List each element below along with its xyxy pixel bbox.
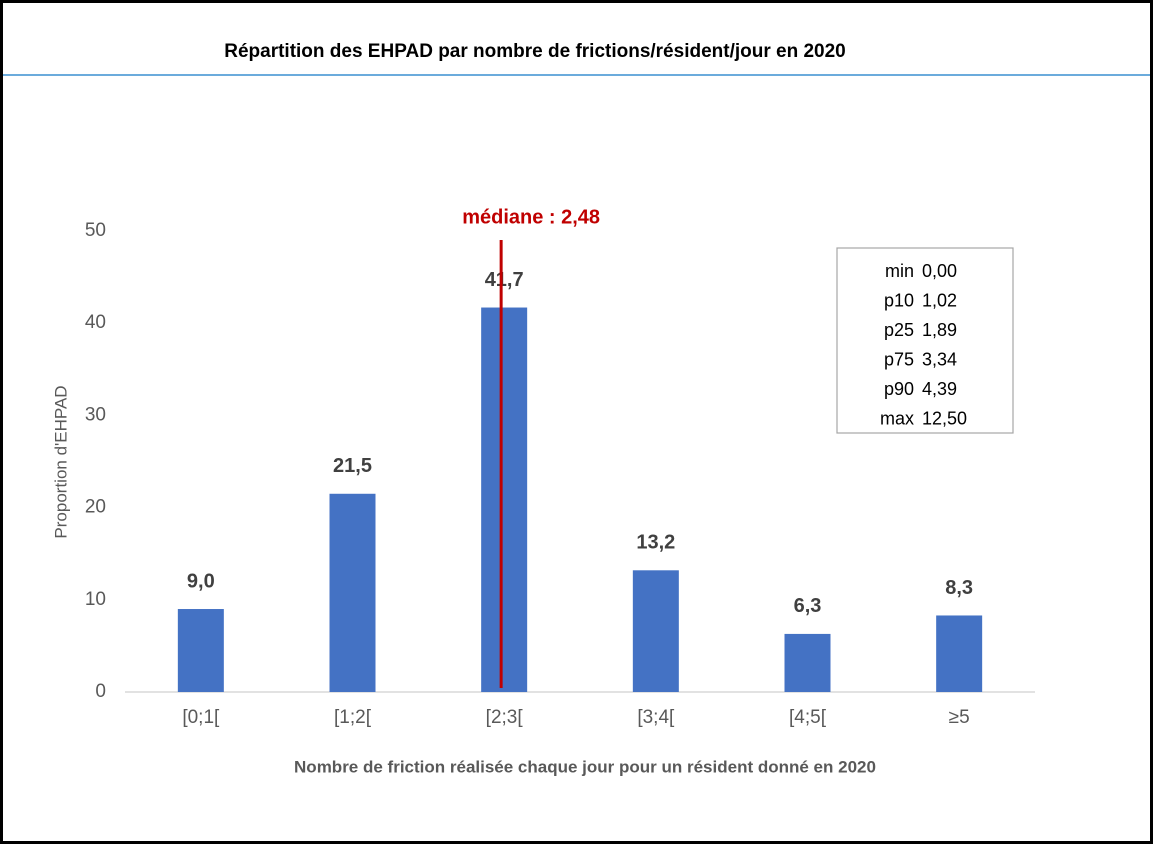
stat-value: 1,02: [922, 290, 957, 310]
x-axis-label: Nombre de friction réalisée chaque jour …: [294, 757, 876, 776]
stat-name: max: [880, 408, 914, 428]
stat-name: p90: [884, 379, 914, 399]
x-tick-label: [4;5[: [789, 707, 827, 728]
bar: [177, 609, 224, 692]
data-label: 21,5: [333, 455, 372, 477]
data-label: 13,2: [636, 532, 675, 554]
x-tick-label: [1;2[: [334, 707, 372, 728]
data-label: 9,0: [187, 570, 215, 592]
stat-value: 0,00: [922, 261, 957, 281]
data-label: 41,7: [485, 269, 524, 291]
y-axis-label: Proportion d'EHPAD: [51, 385, 70, 538]
y-tick-label: 40: [85, 312, 106, 333]
x-tick-label: ≥5: [949, 707, 970, 728]
data-label: 8,3: [945, 577, 973, 599]
stats-box: [836, 247, 1014, 434]
stat-name: p25: [884, 320, 914, 340]
median-label: médiane : 2,48: [462, 206, 600, 228]
bar: [632, 570, 679, 692]
stat-name: min: [885, 261, 914, 281]
bar: [481, 307, 528, 692]
stat-name: p75: [884, 349, 914, 369]
chart-title: Répartition des EHPAD par nombre de fric…: [224, 41, 846, 62]
y-tick-label: 10: [85, 589, 106, 610]
y-tick-label: 0: [95, 681, 106, 702]
stat-value: 3,34: [922, 349, 957, 369]
stat-value: 4,39: [922, 379, 957, 399]
y-tick-label: 30: [85, 404, 106, 425]
bar: [936, 615, 983, 692]
x-tick-label: [3;4[: [637, 707, 675, 728]
x-tick-label: [0;1[: [182, 707, 220, 728]
y-tick-label: 50: [85, 220, 106, 241]
x-tick-label: [2;3[: [486, 707, 524, 728]
data-label: 6,3: [794, 595, 822, 617]
stat-name: p10: [884, 290, 914, 310]
stat-value: 12,50: [922, 408, 967, 428]
bar: [784, 633, 831, 692]
bar: [329, 493, 376, 692]
y-tick-label: 20: [85, 497, 106, 518]
stat-value: 1,89: [922, 320, 957, 340]
